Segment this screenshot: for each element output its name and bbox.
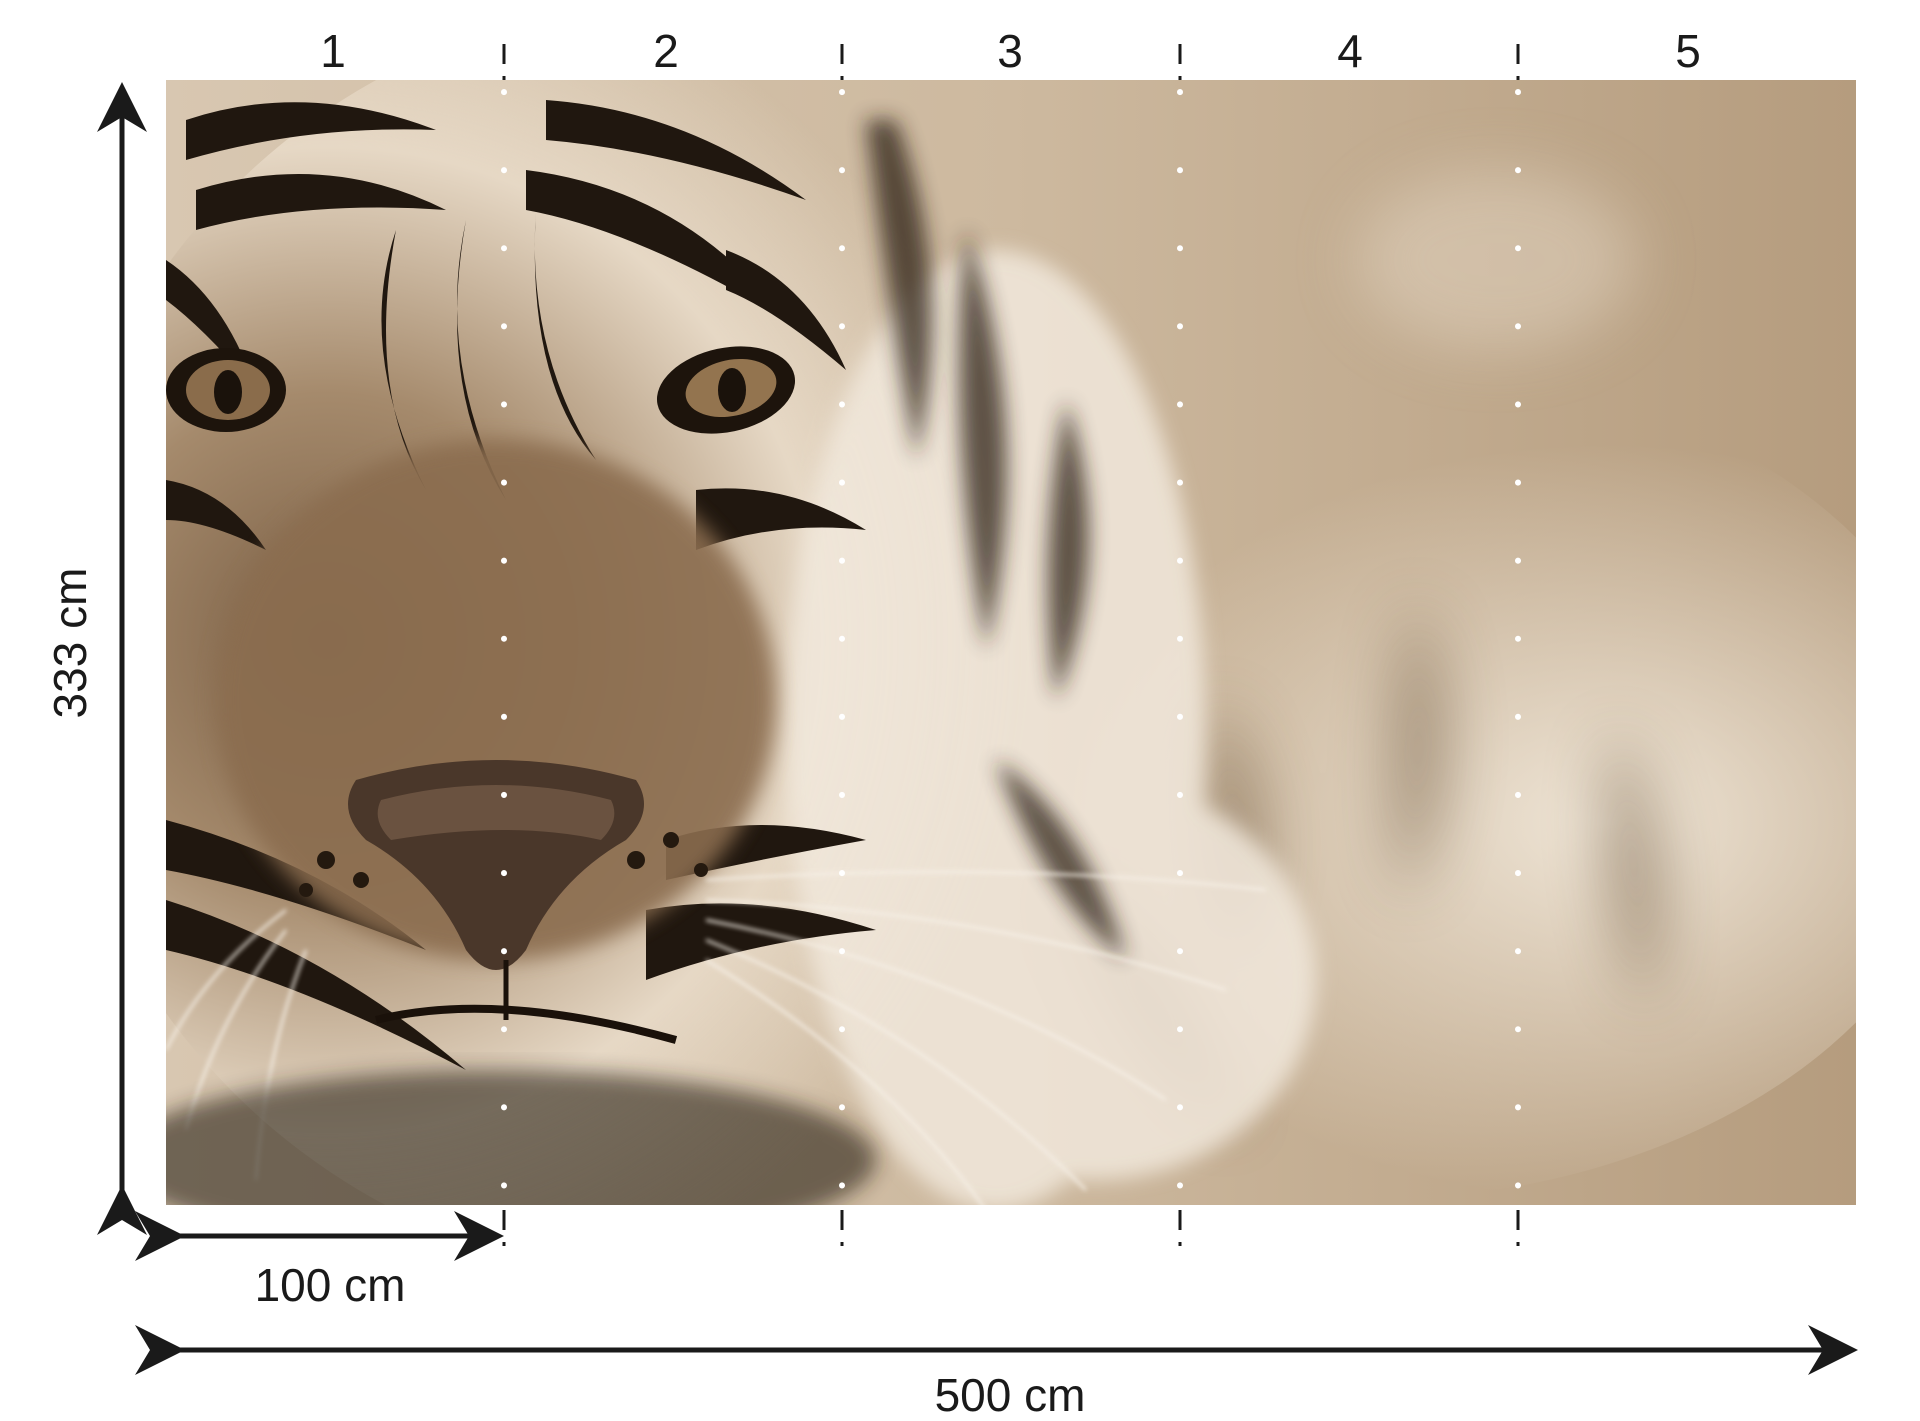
tiger-image [166, 80, 1856, 1205]
tiger-photo [166, 80, 1856, 1205]
panel-dividers [501, 44, 1521, 1246]
height-label: 333 cm [44, 567, 96, 719]
panel-label-2: 2 [653, 25, 679, 77]
total-width-label: 500 cm [934, 1369, 1086, 1421]
panel-label-3: 3 [997, 25, 1023, 77]
panel-width-label: 100 cm [254, 1259, 406, 1311]
panel-label-5: 5 [1675, 25, 1701, 77]
panel-label-4: 4 [1337, 25, 1363, 77]
panel-label-1: 1 [320, 25, 346, 77]
